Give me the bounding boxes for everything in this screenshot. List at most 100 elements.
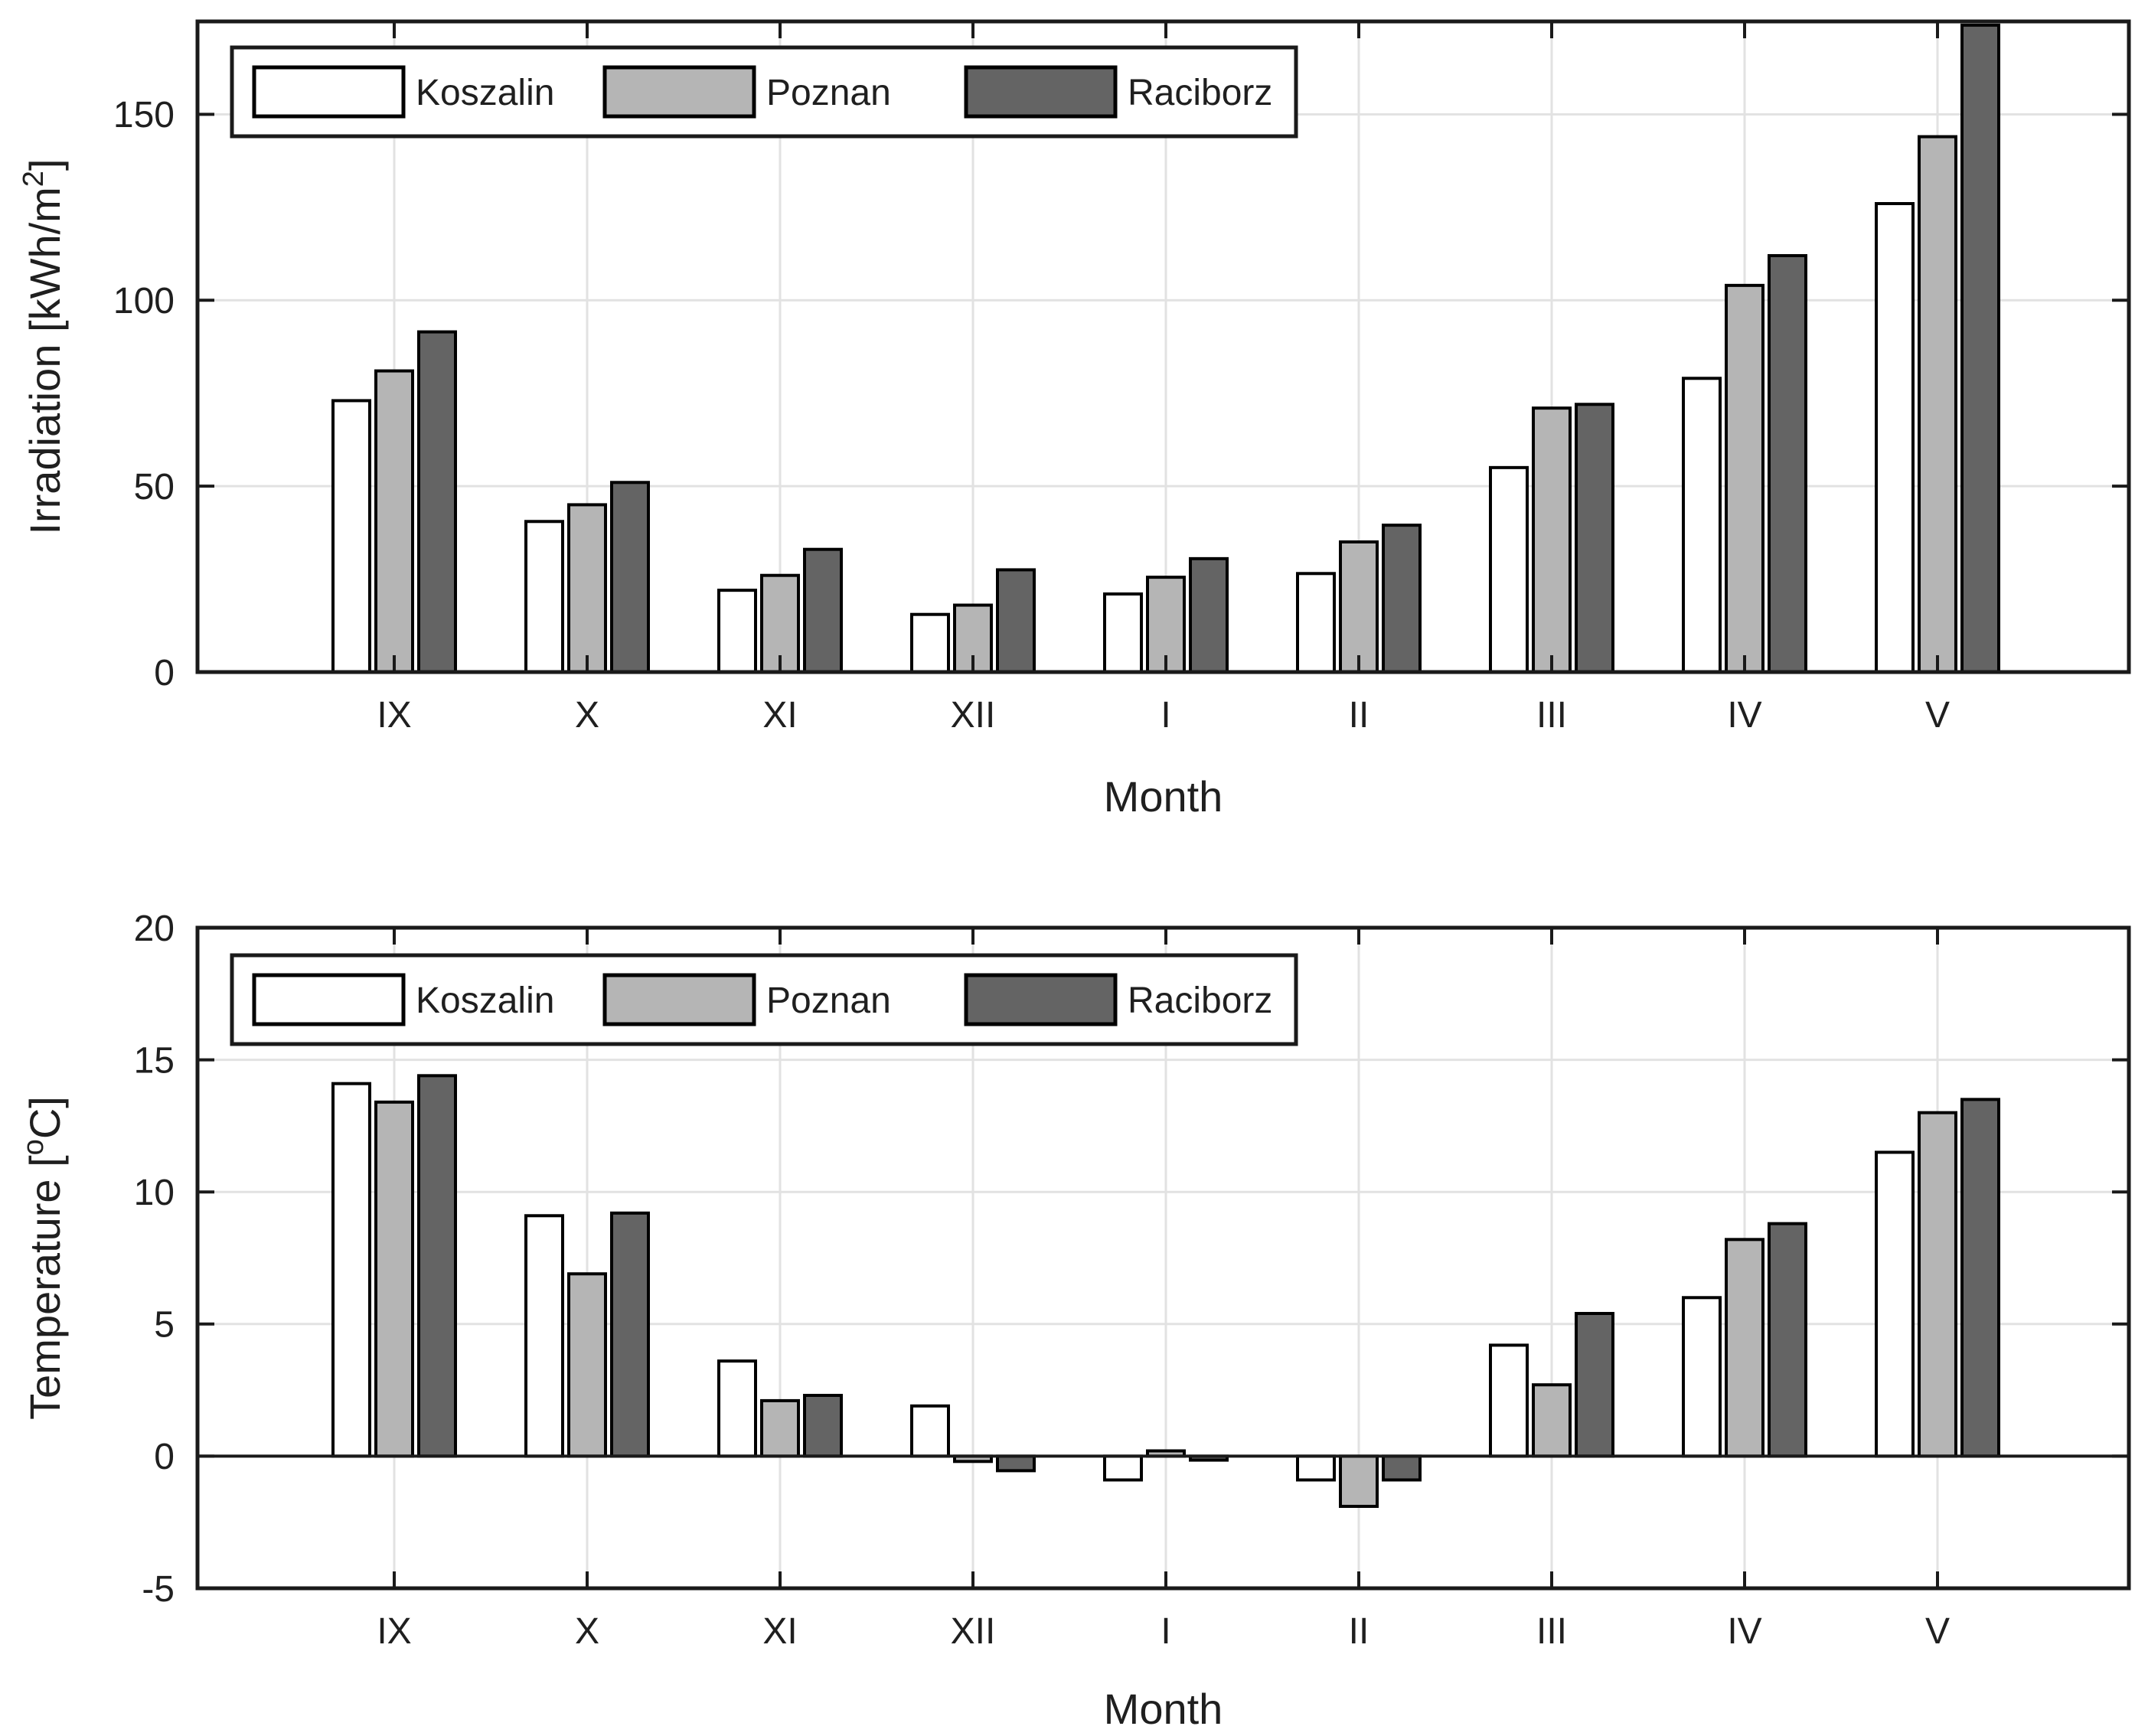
legend-swatch-raciborz — [964, 65, 1118, 119]
x-tick-label: XI — [762, 695, 797, 736]
bar-raciborz-X — [610, 1211, 650, 1458]
bar-koszalin-IX — [331, 1082, 371, 1458]
bar-raciborz-XII — [996, 568, 1036, 674]
y-tick-label: 150 — [113, 95, 175, 135]
y-tick-label: -5 — [142, 1569, 175, 1610]
legend-box — [230, 45, 1298, 139]
bar-poznan-X — [567, 503, 607, 674]
bar-poznan-III — [1532, 406, 1572, 674]
y-tick-label: 10 — [134, 1173, 175, 1213]
bar-raciborz-IV — [1768, 1222, 1807, 1458]
legend-label-koszalin: Koszalin — [416, 981, 554, 1021]
y-tick-label: 100 — [113, 281, 175, 321]
bar-poznan-V — [1918, 1111, 1957, 1458]
bar-koszalin-V — [1875, 1150, 1915, 1458]
x-tick-label: II — [1349, 695, 1369, 736]
x-tick-label: I — [1161, 695, 1170, 736]
legend: Koszalin Poznan Raciborz — [230, 45, 1298, 139]
plot-box — [195, 19, 2131, 674]
x-axis-label: Month — [1104, 1685, 1223, 1732]
x-tick-label: IV — [1727, 695, 1761, 736]
bar-koszalin-II — [1296, 1454, 1336, 1482]
bar-raciborz-II — [1382, 1454, 1422, 1482]
legend-swatch-poznan — [602, 973, 756, 1026]
bar-poznan-IX — [374, 369, 414, 674]
x-tick-label: IX — [377, 1611, 411, 1652]
bar-koszalin-X — [524, 520, 564, 674]
bar-poznan-III — [1532, 1383, 1572, 1458]
bar-koszalin-I — [1103, 1454, 1143, 1482]
bar-poznan-IV — [1725, 283, 1764, 674]
bar-koszalin-III — [1489, 1343, 1529, 1458]
legend-label-koszalin: Koszalin — [416, 73, 554, 113]
x-tick-label: II — [1349, 1611, 1369, 1652]
x-tick-label: X — [575, 695, 599, 736]
bar-koszalin-IV — [1682, 1296, 1722, 1458]
bar-poznan-IV — [1725, 1238, 1764, 1458]
legend-label-raciborz: Raciborz — [1128, 73, 1272, 113]
y-tick-label: 5 — [154, 1305, 175, 1346]
x-tick-label: I — [1161, 1611, 1170, 1652]
bar-raciborz-XI — [803, 1394, 843, 1458]
bar-raciborz-X — [610, 481, 650, 674]
plot-box — [195, 925, 2131, 1591]
bar-poznan-IX — [374, 1100, 414, 1458]
legend: Koszalin Poznan Raciborz — [230, 953, 1298, 1046]
bar-raciborz-V — [1960, 23, 2000, 674]
legend-box — [230, 953, 1298, 1046]
x-tick-label: XI — [762, 1611, 797, 1652]
legend-label-raciborz: Raciborz — [1128, 981, 1272, 1021]
y-tick-label: 50 — [134, 467, 175, 507]
legend-swatch-koszalin — [252, 973, 406, 1026]
bar-poznan-II — [1339, 540, 1379, 674]
bar-raciborz-IV — [1768, 254, 1807, 674]
bar-koszalin-V — [1875, 202, 1915, 674]
legend-swatch-raciborz — [964, 973, 1118, 1026]
y-tick-label: 0 — [154, 1437, 175, 1477]
bar-koszalin-XI — [717, 589, 757, 674]
bar-koszalin-IV — [1682, 377, 1722, 674]
x-tick-label: V — [1925, 695, 1950, 736]
y-tick-label: 15 — [134, 1040, 175, 1081]
bar-koszalin-II — [1296, 572, 1336, 674]
x-tick-label: X — [575, 1611, 599, 1652]
y-tick-label: 0 — [154, 653, 175, 693]
bar-raciborz-IX — [417, 330, 457, 674]
bar-poznan-V — [1918, 135, 1957, 674]
bar-koszalin-XII — [910, 612, 950, 674]
bar-raciborz-II — [1382, 524, 1422, 674]
y-axis-label: Temperature [oC] — [18, 1096, 69, 1420]
bar-koszalin-IX — [331, 399, 371, 674]
bar-raciborz-V — [1960, 1098, 2000, 1458]
x-tick-label: IV — [1727, 1611, 1761, 1652]
x-tick-label: XII — [951, 695, 996, 736]
y-tick-label: 20 — [134, 909, 175, 949]
bar-poznan-XI — [760, 1398, 800, 1458]
bar-koszalin-III — [1489, 465, 1529, 674]
bar-koszalin-XI — [717, 1359, 757, 1458]
bar-raciborz-XII — [996, 1454, 1036, 1473]
legend-label-poznan: Poznan — [766, 981, 891, 1021]
x-tick-label: V — [1925, 1611, 1950, 1652]
legend-swatch-poznan — [602, 65, 756, 119]
bar-raciborz-I — [1189, 556, 1229, 674]
x-tick-label: IX — [377, 695, 411, 736]
bar-koszalin-X — [524, 1214, 564, 1458]
y-axis-label: Irradiation [kWh/m2] — [18, 158, 69, 534]
x-tick-label: III — [1536, 695, 1567, 736]
bar-koszalin-XII — [910, 1404, 950, 1458]
bar-raciborz-XI — [803, 547, 843, 674]
bar-koszalin-I — [1103, 592, 1143, 674]
bar-poznan-X — [567, 1272, 607, 1458]
bar-raciborz-III — [1575, 403, 1614, 674]
legend-label-poznan: Poznan — [766, 73, 891, 113]
x-tick-label: III — [1536, 1611, 1567, 1652]
x-tick-label: XII — [951, 1611, 996, 1652]
bar-raciborz-IX — [417, 1074, 457, 1458]
bar-poznan-II — [1339, 1454, 1379, 1508]
legend-swatch-koszalin — [252, 65, 406, 119]
